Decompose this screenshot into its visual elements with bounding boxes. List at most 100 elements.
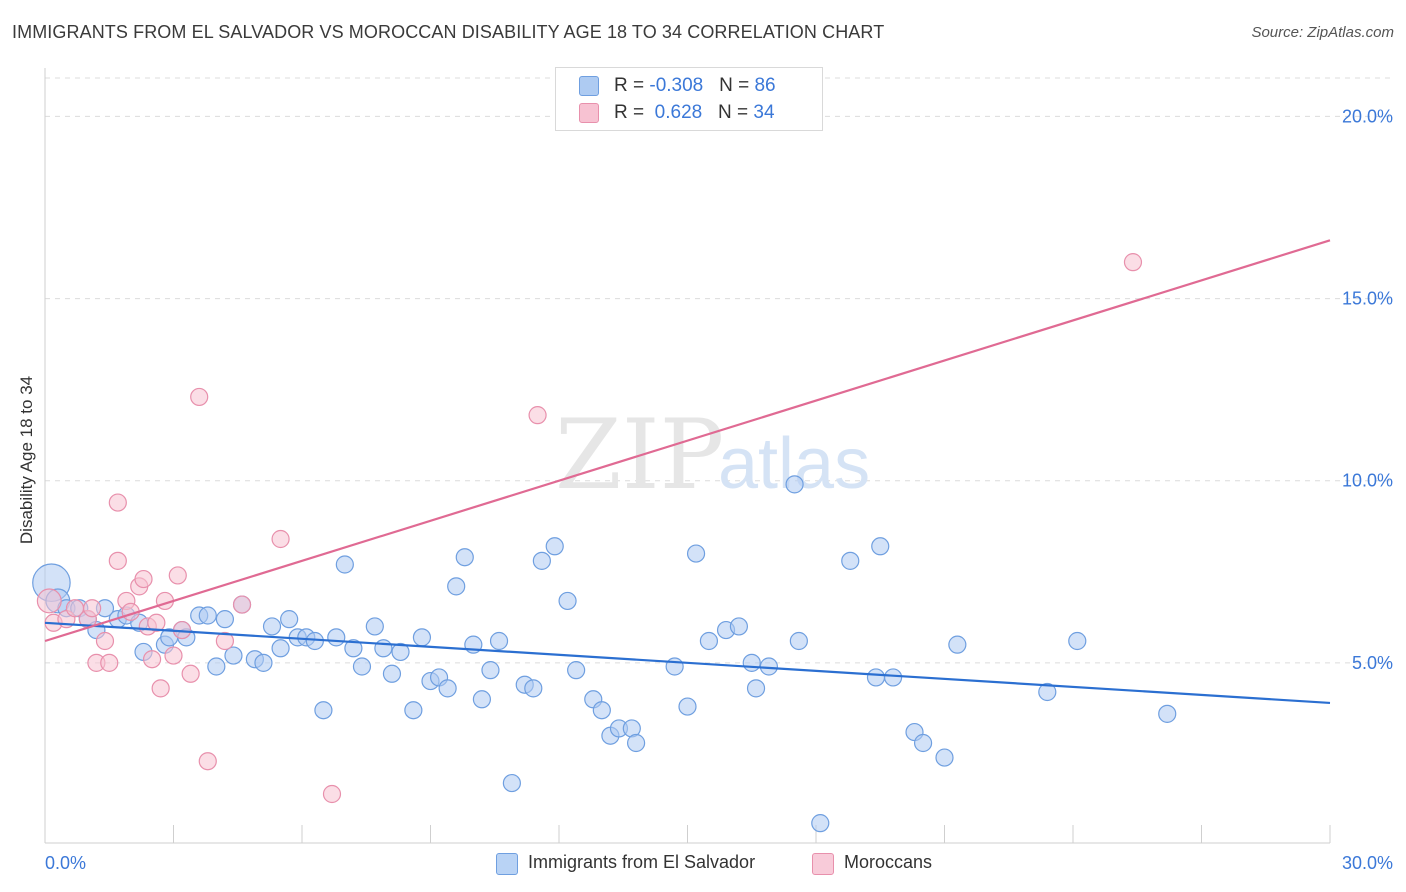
- chart-title: IMMIGRANTS FROM EL SALVADOR VS MOROCCAN …: [12, 22, 885, 42]
- moroccan-point: [271, 529, 290, 549]
- el-salvador-point: [1158, 704, 1177, 723]
- el-salvador-point: [472, 690, 491, 709]
- el-salvador-point: [545, 537, 564, 556]
- moroccan-point: [108, 551, 127, 570]
- el-salvador-point: [481, 661, 500, 680]
- el-salvador-point: [344, 639, 363, 658]
- y-tick-label: 15.0%: [1342, 289, 1393, 309]
- el-salvador-point: [352, 657, 372, 676]
- el-salvador-point: [558, 591, 577, 611]
- moroccan-point: [100, 653, 119, 672]
- moroccan-point: [528, 406, 547, 425]
- moroccan-point: [108, 493, 127, 512]
- el-salvador-point: [224, 646, 243, 665]
- data-points: [32, 253, 1177, 833]
- legend-text: R = 0.628 N = 34: [614, 102, 775, 124]
- el-salvador-point: [215, 610, 234, 629]
- moroccan-point: [151, 679, 170, 698]
- legend-r-label: R =: [614, 75, 650, 96]
- el-salvador-trend-line: [44, 621, 1331, 705]
- el-salvador-point: [742, 653, 761, 672]
- el-salvador-point: [626, 733, 646, 753]
- el-salvador-point: [271, 639, 290, 658]
- el-salvador-point: [374, 639, 393, 658]
- el-salvador-point: [686, 544, 706, 563]
- el-salvador-point: [678, 697, 697, 716]
- moroccan-point: [95, 631, 115, 651]
- bottom-legend-label: Immigrants from El Salvador: [528, 852, 756, 872]
- bottom-legend-swatch-el-salvador: [496, 853, 518, 875]
- el-salvador-point: [198, 606, 217, 625]
- axes: [44, 68, 1331, 844]
- moroccan-trend-line: [44, 239, 1331, 643]
- y-axis-label: Disability Age 18 to 34: [17, 375, 36, 545]
- moroccan-point: [190, 387, 209, 407]
- source-label: Source: ZipAtlas.com: [1251, 24, 1394, 41]
- el-salvador-point: [841, 551, 860, 570]
- el-salvador-point: [455, 548, 474, 567]
- watermark: ZIP atlas: [555, 399, 870, 511]
- legend-swatch-el-salvador: [579, 76, 599, 96]
- el-salvador-point: [262, 617, 282, 636]
- el-salvador-point: [314, 701, 333, 720]
- moroccan-point: [147, 613, 166, 632]
- el-salvador-point: [811, 814, 830, 833]
- el-salvador-point: [335, 555, 354, 574]
- el-salvador-point: [699, 631, 719, 651]
- moroccan-point: [36, 588, 62, 614]
- bottom-legend-label: Moroccans: [844, 852, 933, 872]
- x-tick-label: 30.0%: [1342, 853, 1393, 873]
- legend-n-label: N =: [718, 102, 754, 123]
- bottom-legend-swatch-moroccans: [812, 853, 834, 875]
- moroccan-point: [1123, 253, 1143, 272]
- el-salvador-point: [489, 631, 509, 651]
- el-salvador-point: [789, 631, 808, 651]
- el-salvador-point: [438, 679, 457, 698]
- el-salvador-point: [1038, 682, 1057, 702]
- el-salvador-point: [207, 657, 226, 676]
- el-salvador-point: [280, 610, 299, 629]
- y-tick-label: 5.0%: [1352, 653, 1393, 673]
- y-tick-label: 20.0%: [1342, 106, 1393, 126]
- el-salvador-point: [327, 628, 346, 647]
- legend-r-value: -0.308: [649, 75, 704, 96]
- el-salvador-point: [532, 551, 551, 570]
- y-tick-label: 10.0%: [1342, 471, 1393, 491]
- legend-n-value: 34: [753, 102, 775, 123]
- el-salvador-point: [729, 617, 749, 636]
- moroccan-point: [83, 599, 102, 618]
- moroccan-point: [142, 650, 162, 669]
- el-salvador-point: [592, 701, 611, 720]
- legend-swatch-moroccans: [579, 103, 599, 123]
- el-salvador-point: [567, 661, 586, 680]
- moroccan-point: [181, 664, 200, 683]
- moroccan-point: [215, 631, 234, 651]
- trend-lines: [44, 239, 1331, 705]
- moroccan-point: [164, 646, 183, 665]
- grid-lines: [45, 77, 1392, 664]
- el-salvador-point: [382, 664, 402, 683]
- el-salvador-point: [866, 668, 886, 687]
- moroccan-point: [168, 566, 187, 585]
- legend-n-value: 86: [754, 75, 776, 96]
- legend-r-label: R =: [614, 102, 650, 123]
- moroccan-point: [232, 595, 252, 614]
- moroccan-point: [198, 752, 217, 771]
- el-salvador-point: [412, 628, 432, 647]
- el-salvador-point: [935, 748, 954, 767]
- el-salvador-point: [871, 537, 890, 556]
- el-salvador-point: [785, 475, 804, 494]
- el-salvador-point: [404, 701, 423, 720]
- legend-text: R = -0.308 N = 86: [614, 75, 776, 97]
- el-salvador-point: [913, 733, 933, 753]
- legend-n-label: N =: [719, 75, 755, 96]
- tick-labels: 5.0% 10.0% 15.0% 20.0% 0.0% 30.0%: [45, 106, 1393, 873]
- el-salvador-point: [447, 577, 466, 596]
- el-salvador-point: [948, 635, 967, 654]
- x-tick-label: 0.0%: [45, 853, 86, 873]
- el-salvador-point: [665, 657, 684, 676]
- moroccan-point: [322, 784, 342, 804]
- el-salvador-point: [254, 653, 273, 672]
- legend-box: R = -0.308 N = 86 R = 0.628 N = 34: [555, 67, 823, 131]
